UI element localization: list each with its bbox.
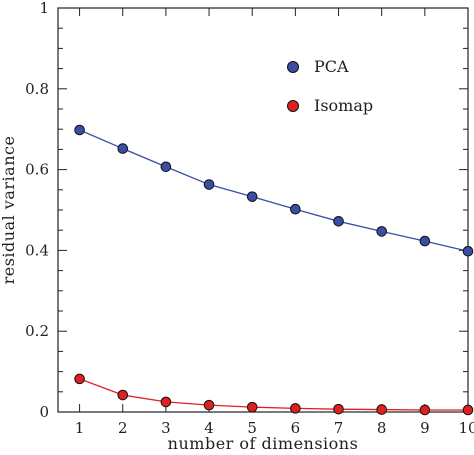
- x-tick-label: 2: [118, 419, 128, 437]
- legend-label-isomap: Isomap: [314, 96, 373, 115]
- data-point-isomap: [74, 373, 85, 385]
- data-point-isomap: [462, 404, 474, 416]
- x-tick-label: 6: [291, 419, 301, 437]
- legend-label-pca: PCA: [314, 57, 349, 76]
- y-tick-labels: 0 0.2 0.4 0.6 0.8 1: [25, 0, 49, 421]
- plot-frame: [57, 7, 469, 413]
- x-tick-label: 1: [75, 419, 85, 437]
- x-tick-label: 8: [377, 419, 387, 437]
- legend-marker-isomap: [287, 100, 299, 112]
- x-tick-label: 9: [420, 419, 430, 437]
- data-point-isomap: [203, 399, 215, 411]
- data-point-isomap: [117, 389, 129, 401]
- data-point-isomap: [290, 403, 301, 414]
- data-point-pca: [246, 191, 258, 202]
- data-point-isomap: [246, 401, 258, 413]
- data-point-isomap: [419, 404, 431, 416]
- x-tick-label: 4: [204, 419, 214, 437]
- data-point-pca: [160, 161, 172, 173]
- data-point-pca: [333, 216, 344, 227]
- data-point-pca: [203, 179, 215, 190]
- data-point-pca: [462, 245, 474, 257]
- x-tick-label: 3: [161, 419, 171, 437]
- y-tick-label: 0.2: [25, 322, 49, 340]
- x-tick-label: 10: [458, 419, 474, 437]
- series-line-isomap: [79, 378, 468, 411]
- data-point-isomap: [160, 396, 172, 408]
- x-axis-title: number of dimensions: [168, 434, 359, 453]
- series-layer: [74, 124, 474, 416]
- tick-marks: [58, 7, 469, 413]
- legend: PCA Isomap: [287, 57, 373, 115]
- x-tick-labels: 1 2 3 4 5 6 7 8 9 10: [75, 419, 474, 437]
- series-line-pca: [79, 129, 469, 252]
- x-tick-label: 7: [334, 419, 344, 437]
- data-point-pca: [117, 143, 129, 154]
- data-point-pca: [290, 203, 301, 215]
- y-tick-label: 0.4: [25, 241, 49, 259]
- x-tick-label: 5: [247, 419, 257, 437]
- data-point-pca: [74, 124, 85, 136]
- y-tick-label: 0: [39, 403, 49, 421]
- data-point-pca: [419, 235, 431, 247]
- y-tick-label: 0.8: [25, 80, 49, 98]
- data-point-isomap: [376, 404, 387, 415]
- data-point-isomap: [333, 403, 344, 415]
- legend-marker-pca: [287, 61, 299, 73]
- y-tick-label: 1: [39, 0, 49, 17]
- data-point-pca: [376, 226, 387, 237]
- y-axis-title: residual variance: [0, 136, 18, 285]
- y-tick-label: 0.6: [25, 161, 49, 179]
